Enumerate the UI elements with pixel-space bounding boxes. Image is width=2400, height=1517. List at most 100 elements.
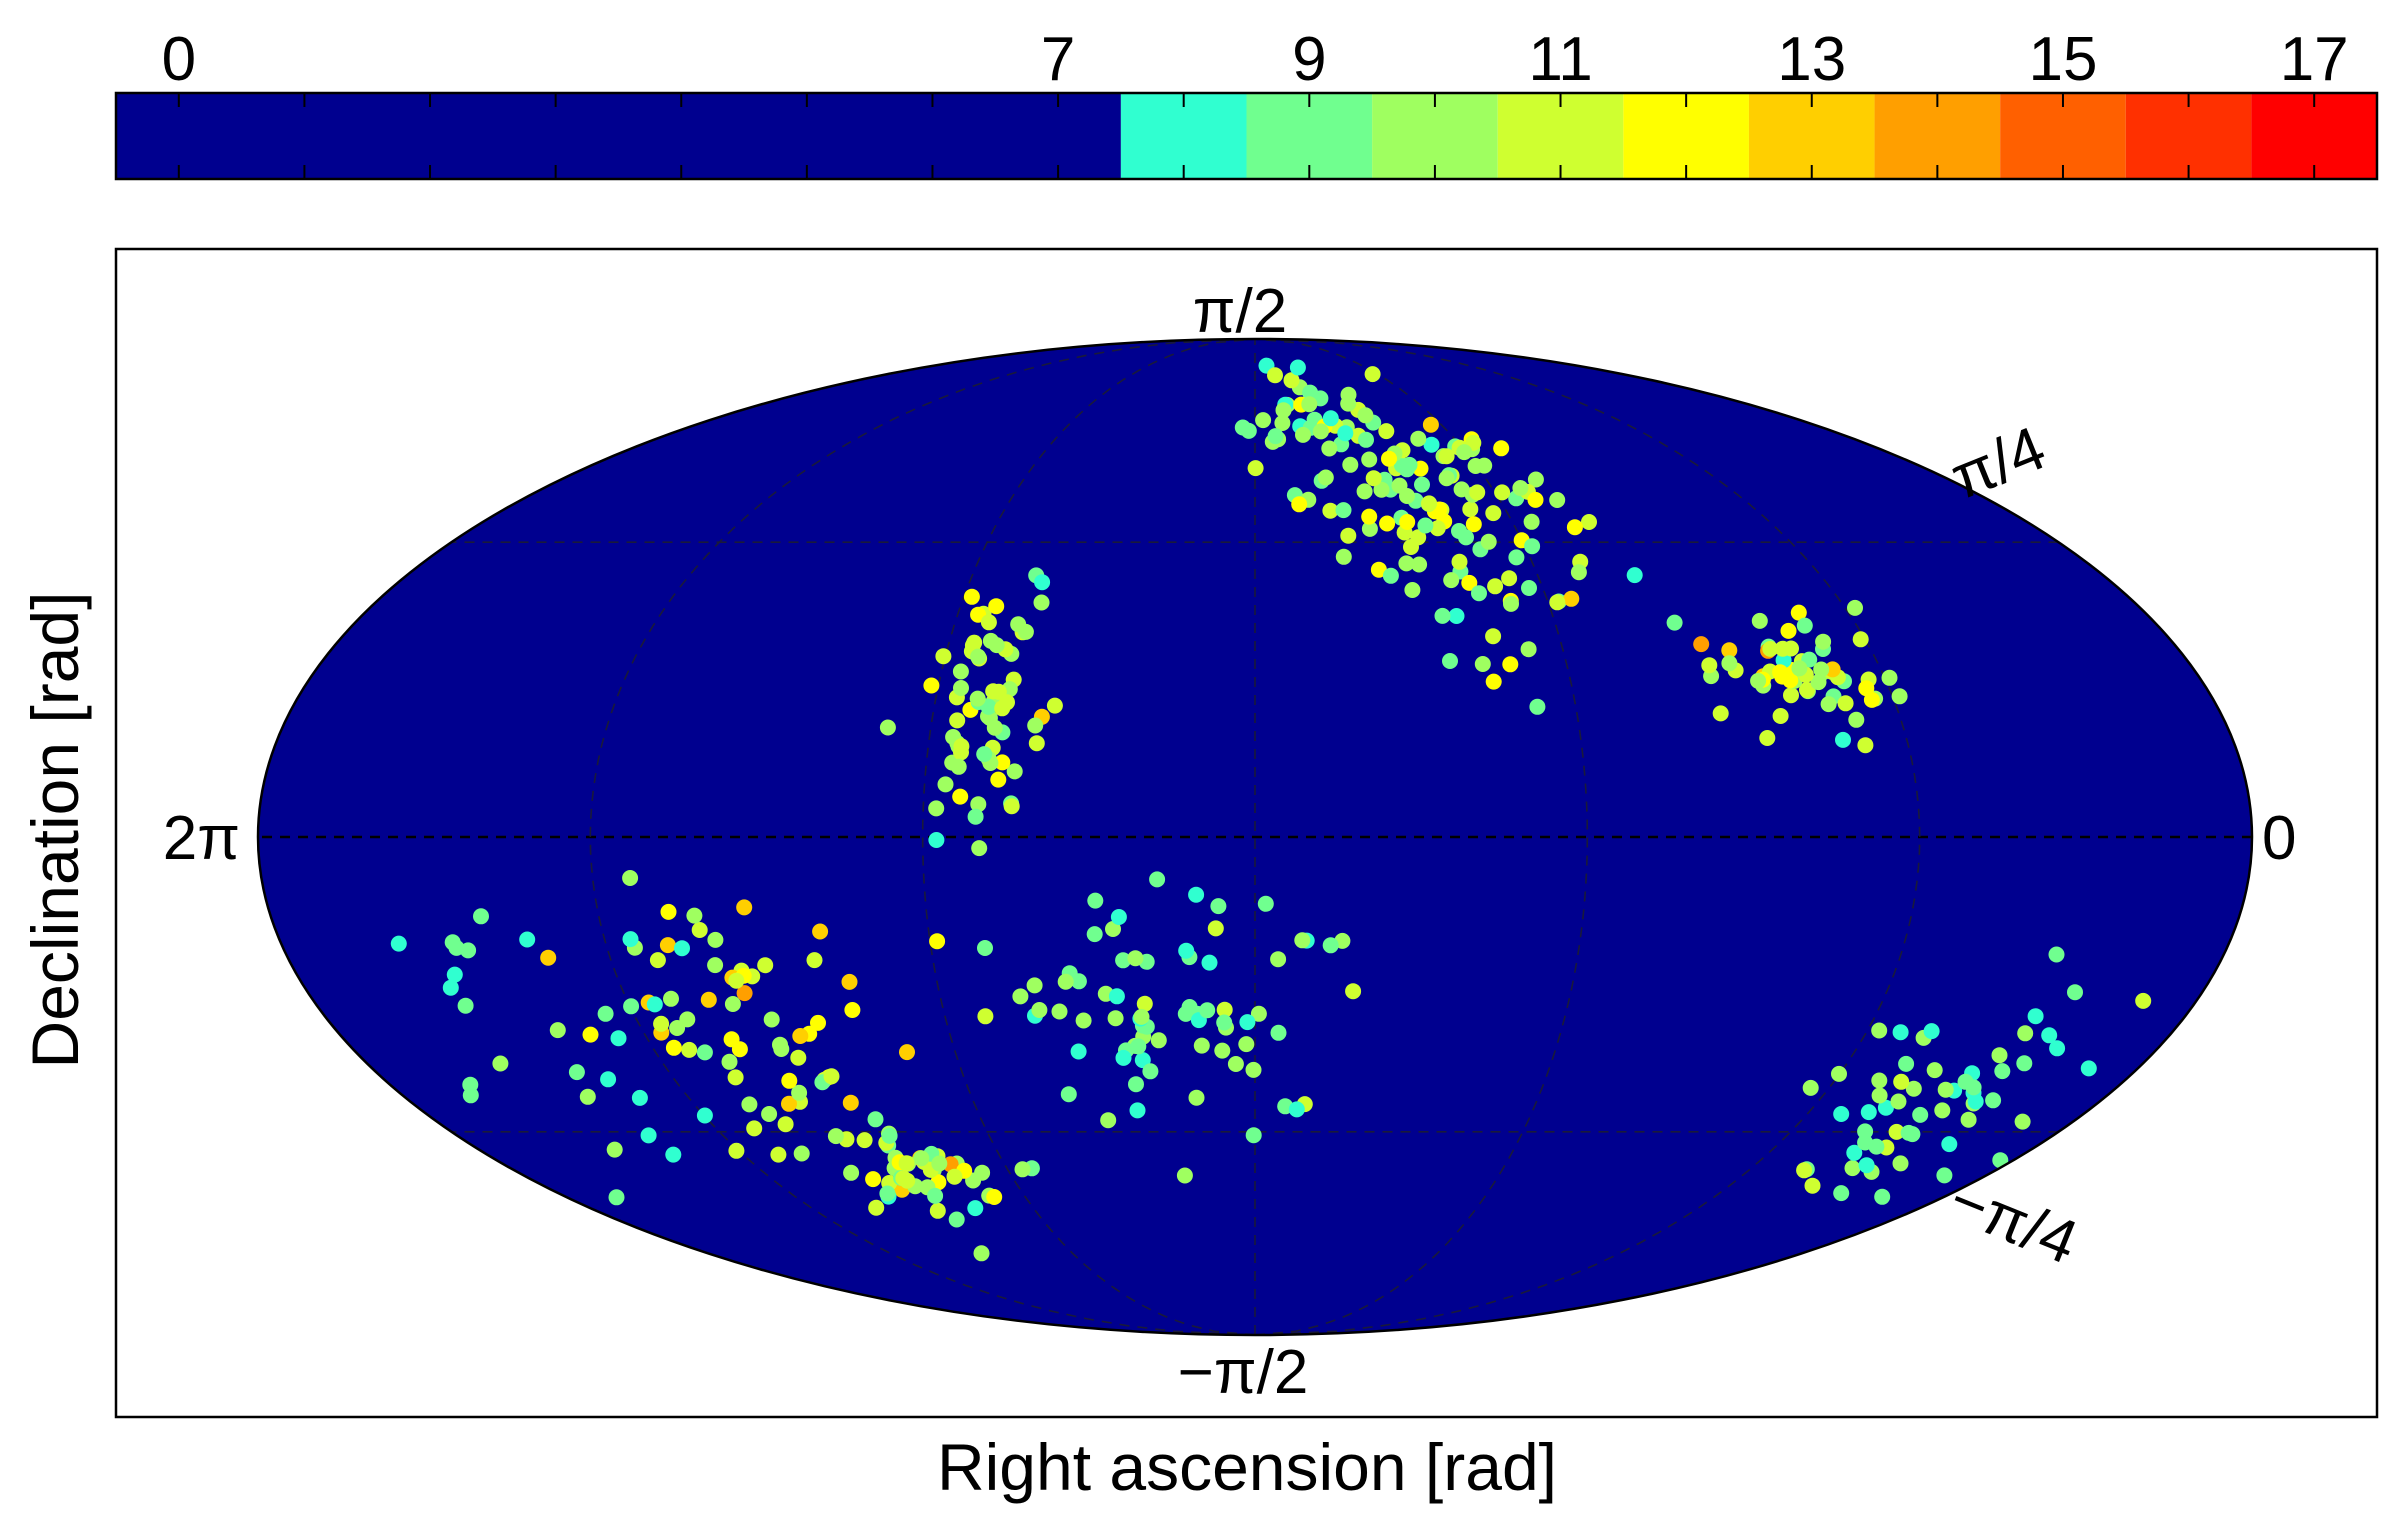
data-point bbox=[1923, 1023, 1940, 1040]
data-point bbox=[1815, 633, 1832, 650]
data-point bbox=[1796, 1162, 1813, 1179]
data-point bbox=[1302, 384, 1319, 401]
data-point bbox=[1529, 698, 1546, 715]
data-point bbox=[2017, 1025, 2034, 1042]
data-point bbox=[1549, 492, 1566, 508]
data-point bbox=[1451, 553, 1468, 570]
data-point bbox=[950, 758, 967, 775]
data-point bbox=[879, 719, 896, 736]
data-point bbox=[977, 940, 993, 956]
data-point bbox=[1294, 932, 1311, 949]
data-point bbox=[1502, 656, 1519, 673]
data-point bbox=[952, 663, 969, 680]
data-point bbox=[1824, 661, 1841, 678]
data-point bbox=[1379, 515, 1396, 532]
data-point bbox=[1283, 372, 1300, 389]
data-point bbox=[492, 1055, 509, 1072]
data-point bbox=[1520, 641, 1537, 658]
data-point bbox=[1399, 514, 1416, 530]
data-point bbox=[1128, 1076, 1144, 1093]
data-point bbox=[674, 940, 690, 957]
data-point bbox=[913, 1150, 930, 1167]
data-point bbox=[1134, 1052, 1151, 1069]
data-point bbox=[2041, 1027, 2058, 1044]
data-point bbox=[1238, 1036, 1255, 1053]
data-point bbox=[1358, 431, 1374, 448]
data-point bbox=[1070, 1043, 1087, 1060]
data-point bbox=[1461, 574, 1478, 591]
data-point bbox=[1666, 614, 1683, 631]
data-point bbox=[1115, 952, 1132, 969]
data-point bbox=[1250, 1005, 1267, 1022]
data-point bbox=[1888, 1123, 1905, 1140]
data-point bbox=[1904, 1126, 1921, 1143]
data-point bbox=[631, 1089, 648, 1106]
data-point bbox=[1847, 599, 1863, 616]
data-point bbox=[1227, 1056, 1244, 1072]
data-point bbox=[823, 1068, 840, 1085]
data-point bbox=[777, 1116, 794, 1133]
data-point bbox=[723, 1031, 740, 1048]
data-point bbox=[1833, 1185, 1850, 1202]
data-point bbox=[844, 1002, 861, 1018]
data-point bbox=[622, 931, 639, 948]
data-point bbox=[1871, 1087, 1888, 1104]
colorbar-tick-label: 15 bbox=[2028, 25, 2097, 94]
data-point bbox=[1199, 1002, 1216, 1019]
data-point bbox=[1912, 1106, 1929, 1123]
data-point bbox=[1317, 469, 1334, 486]
data-point bbox=[1245, 1061, 1262, 1078]
data-point bbox=[1255, 412, 1272, 429]
data-point bbox=[953, 680, 969, 696]
data-point bbox=[1176, 1167, 1193, 1184]
data-point bbox=[1844, 1160, 1861, 1177]
data-point bbox=[721, 1053, 738, 1070]
data-point bbox=[608, 1189, 625, 1206]
data-point bbox=[444, 934, 461, 951]
data-point bbox=[1322, 937, 1339, 954]
data-point bbox=[980, 698, 997, 715]
data-point bbox=[1813, 661, 1830, 678]
data-point bbox=[1136, 995, 1153, 1012]
data-point bbox=[1810, 674, 1827, 691]
data-point bbox=[1877, 1099, 1894, 1116]
data-point bbox=[1759, 730, 1776, 746]
data-point bbox=[540, 949, 557, 966]
data-point bbox=[806, 952, 823, 969]
data-point bbox=[1142, 1063, 1159, 1080]
data-point bbox=[1361, 451, 1378, 468]
data-point bbox=[1438, 448, 1455, 465]
data-point bbox=[867, 1111, 884, 1128]
data-point bbox=[1833, 1106, 1850, 1122]
data-point bbox=[1487, 578, 1504, 595]
data-point bbox=[1775, 652, 1792, 669]
data-point bbox=[1322, 410, 1339, 427]
data-point bbox=[1107, 1010, 1124, 1027]
data-point bbox=[1322, 502, 1339, 519]
data-point bbox=[1721, 655, 1738, 672]
data-point bbox=[1411, 556, 1428, 573]
data-point bbox=[1985, 1092, 2002, 1109]
data-point bbox=[691, 922, 708, 938]
data-point bbox=[1398, 555, 1415, 572]
data-point bbox=[1026, 977, 1043, 994]
data-point bbox=[1075, 1012, 1092, 1029]
data-point bbox=[1626, 567, 1643, 584]
data-point bbox=[868, 1199, 885, 1216]
data-point bbox=[1448, 608, 1465, 624]
ra-label-right: 0 bbox=[2262, 804, 2296, 873]
data-point bbox=[948, 1211, 965, 1228]
data-point bbox=[1127, 950, 1144, 967]
colorbar-bin bbox=[1372, 93, 1498, 179]
colorbar-tick-label: 13 bbox=[1777, 25, 1846, 94]
data-point bbox=[1790, 604, 1807, 621]
data-point bbox=[1210, 898, 1227, 915]
grid-line bbox=[1254, 339, 1921, 1335]
data-point bbox=[781, 1095, 797, 1112]
data-point bbox=[827, 1128, 844, 1145]
data-point bbox=[1991, 1047, 2008, 1064]
data-point bbox=[1837, 695, 1854, 712]
data-point bbox=[1410, 529, 1427, 546]
data-point bbox=[1712, 705, 1729, 722]
data-point bbox=[1006, 763, 1023, 780]
